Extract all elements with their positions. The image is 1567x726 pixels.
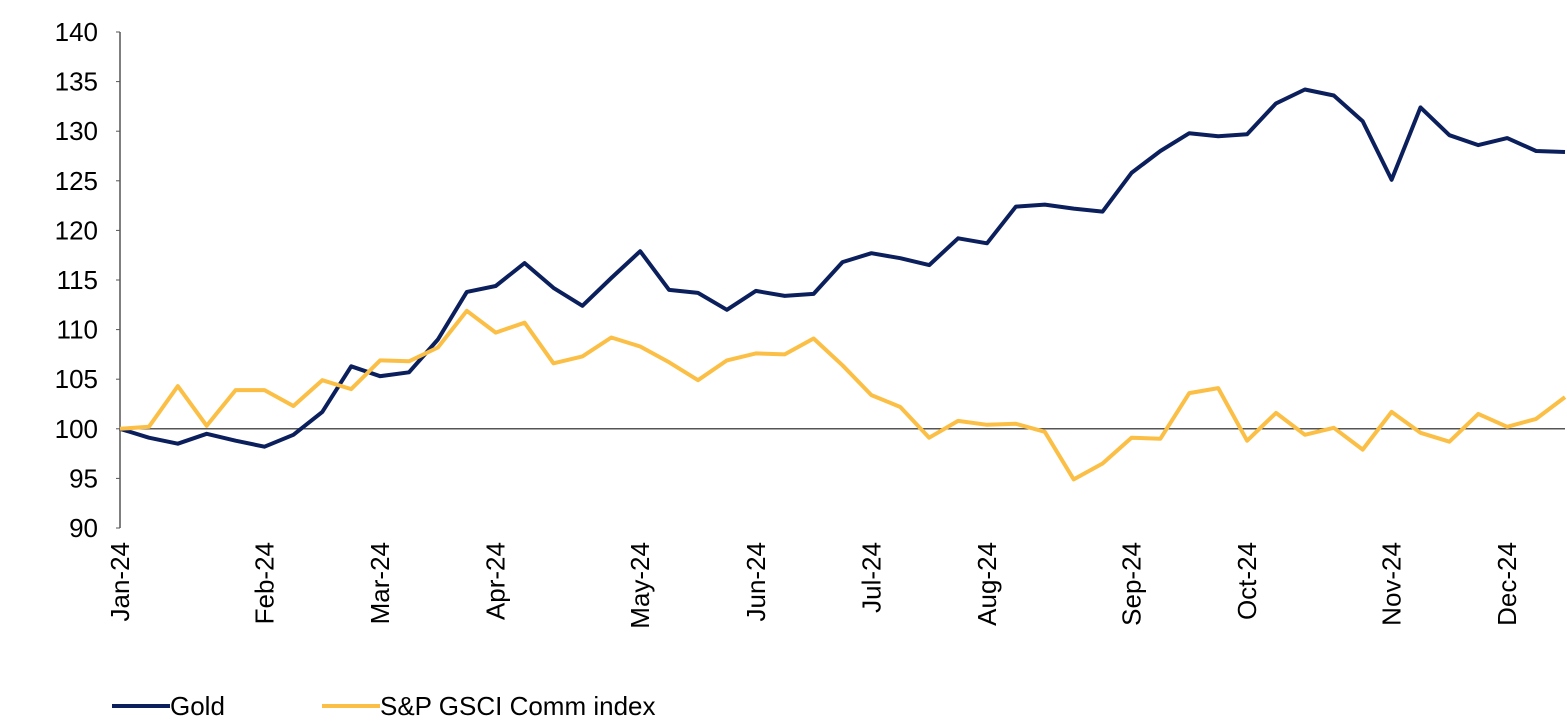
x-tick-label: Apr-24 bbox=[481, 542, 511, 620]
x-tick-label: Nov-24 bbox=[1377, 542, 1407, 626]
line-series bbox=[119, 308, 1567, 482]
y-tick-label: 135 bbox=[55, 67, 98, 97]
x-tick-label: Aug-24 bbox=[972, 542, 1002, 626]
y-tick-label: 120 bbox=[55, 215, 98, 245]
x-tick-label: Jan-24 bbox=[105, 542, 135, 622]
y-tick-label: 105 bbox=[55, 364, 98, 394]
legend-label: S&P GSCI Comm index bbox=[380, 691, 656, 721]
x-tick-label: Oct-24 bbox=[1232, 542, 1262, 620]
x-tick-label: Sep-24 bbox=[1117, 542, 1147, 626]
x-tick-label: Jul-24 bbox=[856, 542, 886, 613]
y-tick-label: 140 bbox=[55, 17, 98, 47]
y-tick-label: 90 bbox=[69, 513, 98, 543]
y-tick-label: 95 bbox=[69, 463, 98, 493]
x-tick-label: Dec-24 bbox=[1492, 542, 1522, 626]
y-tick-label: 115 bbox=[57, 265, 98, 295]
legend-label: Gold bbox=[170, 691, 225, 721]
x-tick-label: May-24 bbox=[625, 542, 655, 629]
y-tick-label: 110 bbox=[57, 315, 98, 345]
x-tick-label: Feb-24 bbox=[250, 542, 280, 624]
y-tick-label: 130 bbox=[55, 116, 98, 146]
y-tick-label: 125 bbox=[55, 166, 98, 196]
y-tick-label: 100 bbox=[55, 414, 98, 444]
x-tick-label: Mar-24 bbox=[365, 542, 395, 624]
x-tick-label: Jun-24 bbox=[741, 542, 771, 622]
line-series bbox=[119, 87, 1566, 449]
